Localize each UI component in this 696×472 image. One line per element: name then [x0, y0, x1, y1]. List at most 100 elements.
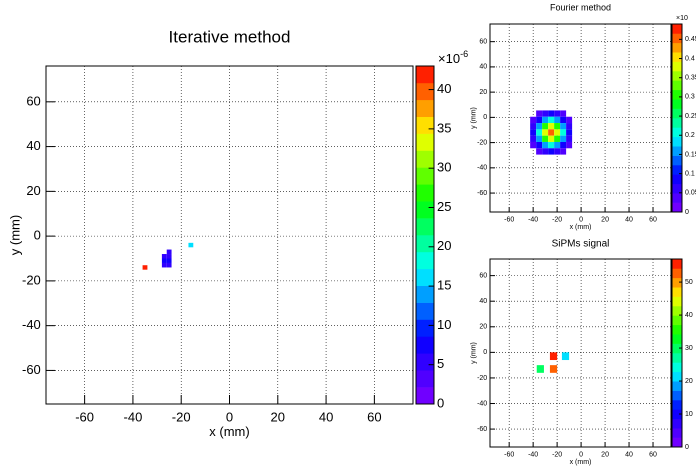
- color-bar-band: [416, 167, 434, 185]
- x-tick-label: -20: [552, 217, 562, 224]
- x-tick-label: 60: [649, 452, 657, 459]
- heatmap-cell: [161, 262, 167, 268]
- color-bar-band: [416, 133, 434, 151]
- color-bar-band: [416, 66, 434, 84]
- panel-title: Iterative method: [169, 27, 291, 46]
- heatmap-cell: [548, 116, 555, 124]
- color-bar-band: [416, 387, 434, 405]
- color-bar-label: 0.2: [685, 132, 695, 139]
- heatmap-cell: [530, 123, 537, 130]
- color-bar-label: 50: [685, 279, 693, 286]
- heatmap-cell: [536, 365, 544, 373]
- x-tick-label: -60: [504, 217, 514, 224]
- y-tick-label: 40: [479, 64, 487, 71]
- heatmap-cell: [560, 116, 567, 124]
- heatmap-cell: [530, 116, 537, 124]
- heatmap-cell: [549, 352, 558, 361]
- color-bar-label: 0.45: [685, 36, 696, 43]
- color-bar-band: [672, 89, 682, 100]
- heatmap-cell: [548, 123, 555, 130]
- heatmap-cell: [166, 254, 172, 259]
- x-tick-label: -20: [552, 452, 562, 459]
- color-bar-band: [672, 259, 682, 269]
- color-bar-label: 0: [685, 209, 689, 216]
- y-axis-title: y (mm): [471, 107, 478, 129]
- plot-frame: [489, 258, 672, 448]
- x-tick-label: 20: [601, 217, 609, 224]
- y-tick-label: 0: [34, 228, 41, 243]
- color-bar-band: [416, 302, 434, 320]
- heatmap-cell: [166, 262, 172, 268]
- color-bar-band: [672, 334, 682, 344]
- color-bar-band: [672, 353, 682, 363]
- y-tick-label: -40: [477, 165, 487, 172]
- color-bar-label: 10: [437, 317, 451, 332]
- heatmap-cell: [548, 129, 555, 136]
- y-tick-label: 20: [26, 183, 40, 198]
- y-tick-label: -60: [477, 426, 487, 433]
- x-tick-label: 0: [226, 410, 233, 425]
- heatmap-cell: [542, 110, 549, 117]
- color-bar-label: 0: [685, 444, 689, 451]
- color-bar-frame: [415, 65, 435, 405]
- color-bar-label: 30: [437, 160, 451, 175]
- panel: Fourier method -60 -40 -20 0 20 40 60 -60 -40 -20 0…: [471, 2, 696, 231]
- color-bar-band: [672, 437, 682, 448]
- panel-title: Fourier method: [550, 2, 611, 12]
- color-bar-band: [672, 371, 682, 382]
- x-tick-label: 40: [625, 217, 633, 224]
- color-bar-band: [672, 118, 682, 128]
- heatmap-cell: [554, 148, 561, 155]
- y-tick-label: 20: [479, 324, 487, 331]
- color-bar-band: [672, 61, 682, 72]
- color-bar-band: [672, 24, 682, 34]
- heatmap-cell: [554, 110, 561, 117]
- heatmap-cell: [548, 135, 555, 142]
- panel: Iterative method-60 -40 -20 0 20 40 60-60-40-2…: [8, 27, 469, 439]
- color-bar-band: [672, 315, 682, 326]
- color-bar-band: [416, 251, 434, 270]
- color-bar-label: 0.1: [685, 170, 695, 177]
- color-bar-label: 20: [437, 238, 451, 253]
- color-bar-band: [672, 108, 682, 119]
- color-bar-band: [672, 418, 682, 429]
- heatmap-cell: [161, 254, 167, 259]
- y-tick-label: -20: [477, 139, 487, 146]
- heatmap-cell: [566, 116, 573, 124]
- color-bar-band: [672, 165, 682, 175]
- x-tick-label: -40: [124, 410, 143, 425]
- color-bar-band: [416, 82, 434, 101]
- color-bar-band: [416, 218, 434, 236]
- heatmap-cell: [554, 123, 561, 130]
- y-tick-label: 0: [483, 114, 487, 121]
- heatmap-cell: [530, 129, 537, 136]
- color-bar-multiplier: ×10-6: [438, 49, 468, 66]
- heatmap-cell: [566, 123, 573, 130]
- y-tick-label: 0: [483, 349, 487, 356]
- color-bar-band: [672, 362, 682, 373]
- x-tick-label: -60: [75, 410, 94, 425]
- color-bar-label: 40: [685, 312, 693, 319]
- heatmap-cell: [561, 352, 570, 361]
- heatmap-cell: [536, 135, 543, 142]
- multiplier-base: ×10: [438, 51, 460, 66]
- color-bar-label: 25: [437, 199, 451, 214]
- y-tick-label: -20: [477, 375, 487, 382]
- color-bar-frame: [671, 258, 683, 448]
- heatmap-cell: [166, 258, 172, 263]
- heatmap-cell: [560, 141, 567, 149]
- y-tick-label: -60: [22, 362, 41, 377]
- color-bar-band: [416, 116, 434, 134]
- heatmap-cell: [542, 148, 549, 155]
- heatmap-cell: [542, 123, 549, 130]
- color-bar-band: [416, 235, 434, 253]
- color-bar-band: [672, 428, 682, 438]
- x-tick-label: 60: [649, 217, 657, 224]
- heatmap-cell: [161, 258, 167, 263]
- y-tick-label: 60: [479, 39, 487, 46]
- color-bar-band: [416, 150, 434, 168]
- heatmap-cell: [560, 110, 567, 117]
- panel-title: SiPMs signal: [552, 239, 610, 250]
- x-tick-label: -20: [172, 410, 191, 425]
